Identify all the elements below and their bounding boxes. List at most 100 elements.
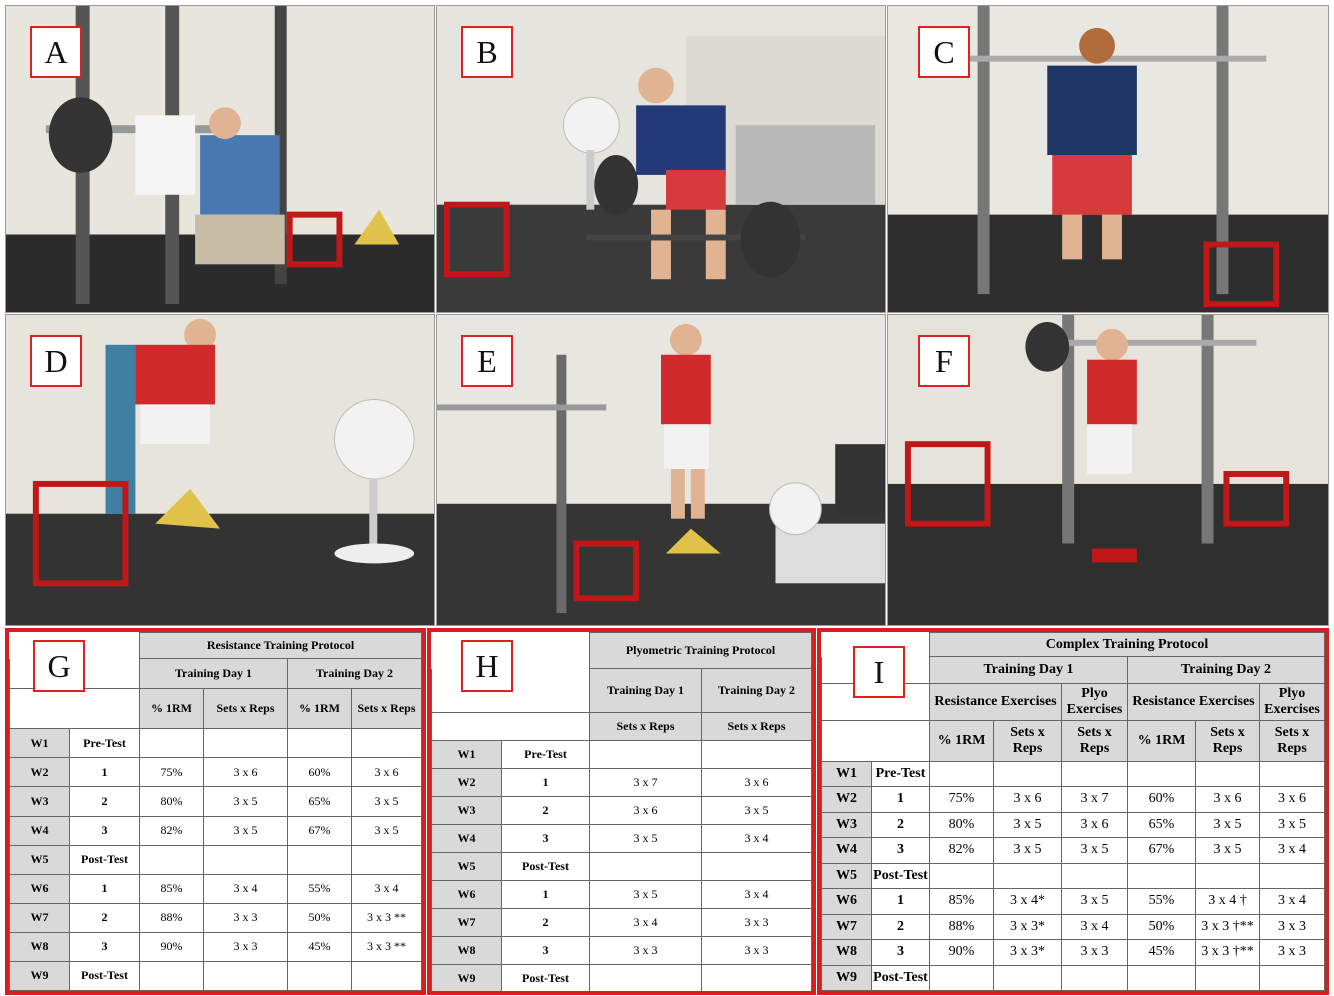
table-cell: 75% — [929, 786, 994, 813]
table-cell: 3 x 5 — [589, 880, 702, 909]
plyometric-training-panel: H Plyometric Training Protocol Training … — [427, 628, 816, 995]
plyometric-table-title: Plyometric Training Protocol — [589, 632, 812, 669]
phase-cell: 1 — [871, 888, 930, 915]
table-cell: 67% — [287, 815, 352, 846]
table-cell — [1259, 964, 1325, 991]
table-cell — [351, 728, 422, 759]
resistance-training-panel: G Resistance Training Protocol Training … — [5, 628, 426, 995]
table-cell — [929, 964, 994, 991]
table-row: W5 Post-Test — [431, 852, 812, 881]
table-cell: 88% — [929, 913, 994, 940]
phase-cell: 3 — [69, 815, 140, 846]
table-cell: 3 x 3* — [993, 939, 1062, 966]
panel-label-e: E — [461, 335, 513, 387]
table-row: W1 Pre-Test — [431, 740, 812, 769]
table-cell: 55% — [287, 873, 352, 904]
table-cell: 3 x 3 — [203, 931, 288, 962]
table-cell: 3 x 4 — [1259, 888, 1325, 915]
table-row: W6 1 85% 3 x 4* 3 x 5 55% 3 x 4 † 3 x 4 — [821, 888, 1325, 915]
week-cell: W9 — [9, 960, 70, 991]
table-row: W7 2 88% 3 x 3 50% 3 x 3 ** — [9, 902, 422, 933]
table-cell: 3 x 3 — [203, 902, 288, 933]
table-cell — [589, 964, 702, 991]
complex-plyo-day2: Plyo Exercises — [1259, 682, 1325, 721]
table-cell: 80% — [139, 786, 204, 817]
table-cell: 3 x 5 — [1061, 888, 1128, 915]
table-row: W8 3 90% 3 x 3 45% 3 x 3 ** — [9, 931, 422, 962]
resistance-table-body: W1 Pre-Test W2 1 75% 3 x 6 60% 3 x 6 W3 2 80% 3 x 5… — [9, 728, 422, 991]
table-cell: 3 x 4* — [993, 888, 1062, 915]
table-cell: 80% — [929, 811, 994, 838]
week-cell: W8 — [431, 936, 502, 965]
table-cell — [139, 960, 204, 991]
phase-cell: 3 — [69, 931, 140, 962]
table-cell — [203, 844, 288, 875]
week-cell: W2 — [821, 786, 872, 813]
table-cell: 3 x 4 — [589, 908, 702, 937]
phase-cell: 2 — [69, 902, 140, 933]
table-cell — [287, 844, 352, 875]
panel-label-b: B — [461, 26, 513, 78]
week-cell: W1 — [9, 728, 70, 759]
table-cell: 3 x 5 — [993, 837, 1062, 864]
table-cell: 3 x 6 — [351, 757, 422, 788]
complex-day2-header: Training Day 2 — [1127, 656, 1325, 684]
complex-table-title: Complex Training Protocol — [929, 632, 1325, 658]
table-cell — [203, 728, 288, 759]
week-cell: W6 — [9, 873, 70, 904]
panel-label-f: F — [918, 335, 970, 387]
table-cell — [929, 862, 994, 889]
complex-training-panel: I Complex Training Protocol Training Day… — [817, 628, 1329, 995]
table-cell — [287, 960, 352, 991]
table-cell: 82% — [929, 837, 994, 864]
phase-cell: Post-Test — [871, 862, 930, 889]
table-row: W3 2 80% 3 x 5 65% 3 x 5 — [9, 786, 422, 817]
table-cell — [351, 960, 422, 991]
phase-cell: Pre-Test — [69, 728, 140, 759]
depth-jump-scene — [437, 315, 885, 625]
table-cell: 45% — [287, 931, 352, 962]
table-cell: 50% — [1127, 913, 1196, 940]
plyometric-day2-header: Training Day 2 — [701, 668, 812, 713]
table-cell: 3 x 5 — [701, 796, 812, 825]
table-cell — [1061, 964, 1128, 991]
table-row: W9 Post-Test — [821, 964, 1325, 991]
week-cell: W7 — [821, 913, 872, 940]
box-jump-scene — [6, 315, 434, 625]
plyometric-col-sets-day2: Sets x Reps — [701, 712, 812, 741]
table-cell: 3 x 3 — [1259, 913, 1325, 940]
panel-label-h: H — [461, 640, 513, 692]
table-cell — [701, 740, 812, 769]
phase-cell: 1 — [871, 786, 930, 813]
complex-col-sets-plyo-day2: Sets x Reps — [1259, 719, 1325, 762]
phase-cell: Pre-Test — [871, 760, 930, 787]
table-cell: 3 x 5 — [589, 824, 702, 853]
photo-c-squat-jump: C — [887, 5, 1329, 313]
table-cell: 3 x 5 — [203, 786, 288, 817]
table-cell: 3 x 3 — [701, 936, 812, 965]
phase-cell: 2 — [501, 796, 590, 825]
week-cell: W3 — [821, 811, 872, 838]
phase-cell: 3 — [501, 936, 590, 965]
table-cell: 3 x 5 — [351, 786, 422, 817]
photo-b-deadlift: B — [436, 5, 886, 313]
table-cell — [1195, 760, 1260, 787]
week-cell: W4 — [9, 815, 70, 846]
table-cell — [139, 844, 204, 875]
table-cell: 3 x 5 — [203, 815, 288, 846]
table-cell — [1259, 760, 1325, 787]
resistance-day1-header: Training Day 1 — [139, 658, 288, 690]
week-cell: W5 — [9, 844, 70, 875]
table-cell: 3 x 3 — [589, 936, 702, 965]
table-cell: 3 x 4 † — [1195, 888, 1260, 915]
table-cell: 3 x 7 — [1061, 786, 1128, 813]
week-cell: W5 — [821, 862, 872, 889]
complex-col-1rm-day1: % 1RM — [929, 719, 994, 762]
table-row: W5 Post-Test — [9, 844, 422, 875]
